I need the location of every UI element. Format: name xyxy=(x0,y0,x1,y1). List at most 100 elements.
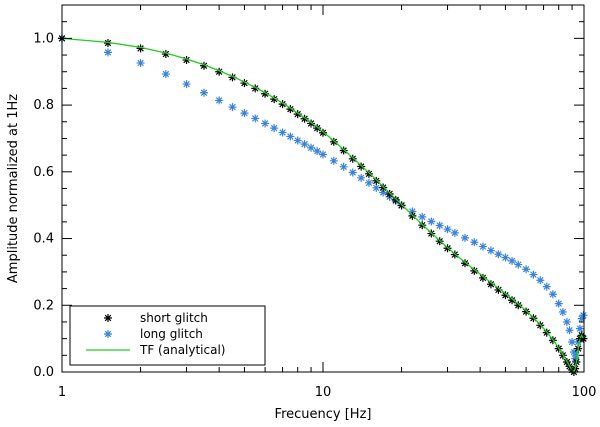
long-glitch-point xyxy=(435,221,444,230)
long-glitch-point xyxy=(300,140,309,149)
short-glitch-point xyxy=(486,280,495,289)
short-glitch-point xyxy=(470,266,479,275)
long-glitch-point xyxy=(379,188,388,197)
long-glitch-point xyxy=(270,124,279,133)
long-glitch-point xyxy=(554,299,563,308)
legend-box xyxy=(69,305,266,366)
long-glitch-point xyxy=(478,242,487,251)
y-tick-label: 0.2 xyxy=(33,298,54,313)
long-glitch-point xyxy=(427,217,436,226)
long-glitch-point xyxy=(215,96,224,105)
long-glitch-point xyxy=(136,59,145,68)
long-glitch-point xyxy=(418,212,427,221)
long-glitch-point xyxy=(251,114,260,123)
y-tick-label: 0.8 xyxy=(33,98,54,113)
y-tick-label: 1.0 xyxy=(33,31,54,46)
long-glitch-point xyxy=(240,109,249,118)
long-glitch-point xyxy=(575,324,584,333)
y-tick-label: 0.4 xyxy=(33,232,54,247)
long-glitch-point xyxy=(182,80,191,89)
long-glitch-point xyxy=(261,119,270,128)
long-glitch-point xyxy=(372,183,381,192)
long-glitch-point xyxy=(319,150,327,159)
short-glitch-point xyxy=(200,61,208,70)
long-glitch-point xyxy=(579,311,588,320)
short-glitch-point xyxy=(397,201,406,210)
short-glitch-point xyxy=(329,137,338,146)
short-glitch-point xyxy=(522,307,531,316)
tf-analytical-line xyxy=(61,37,585,374)
short-glitch-point xyxy=(372,176,381,185)
long-glitch-point xyxy=(339,162,348,171)
short-glitch-point xyxy=(103,39,112,48)
long-glitch-point xyxy=(514,260,523,269)
long-glitch-point xyxy=(542,282,551,291)
axis-ticks xyxy=(61,5,585,373)
x-tick-label: 10 xyxy=(315,385,332,400)
long-glitch-point xyxy=(293,136,302,145)
long-glitch-point xyxy=(558,307,567,316)
legend-short-glitch-label: short glitch xyxy=(140,311,208,325)
y-tick-label: 0.0 xyxy=(33,365,54,380)
long-glitch-point xyxy=(470,238,479,247)
short-glitch-point xyxy=(300,114,309,123)
short-glitch-point xyxy=(319,128,327,137)
long-glitch-point xyxy=(286,132,295,141)
legend: short glitch long glitch TF (analytical) xyxy=(69,305,266,366)
short-glitch-point xyxy=(182,56,191,65)
short-glitch-point xyxy=(228,73,237,82)
short-glitch-point xyxy=(391,195,400,204)
short-glitch-point xyxy=(251,84,260,93)
long-glitch-point xyxy=(450,228,459,237)
short-glitch-point xyxy=(478,273,487,282)
legend-long-glitch-marker xyxy=(104,330,112,338)
long-glitch-point xyxy=(329,156,338,165)
long-glitch-point xyxy=(574,337,583,346)
long-glitch-point xyxy=(307,143,316,152)
y-axis-title: Amplitude normalized at 1Hz xyxy=(6,94,21,283)
long-glitch-point xyxy=(572,351,581,360)
legend-long-glitch-star xyxy=(104,330,112,338)
short-glitch-point xyxy=(514,301,523,310)
long-glitch-point xyxy=(577,314,586,323)
short-glitch-point xyxy=(307,119,316,128)
long-glitch-point xyxy=(522,265,531,274)
x-axis-title: Frecuency [Hz] xyxy=(275,407,372,422)
short-glitch-point xyxy=(270,95,279,104)
short-glitch-point xyxy=(494,285,503,294)
legend-short-glitch-marker xyxy=(104,314,112,322)
long-glitch-point xyxy=(494,250,503,259)
long-glitch-point xyxy=(569,347,578,356)
short-glitch-point xyxy=(261,89,270,98)
long-glitch-point xyxy=(348,168,357,177)
short-glitch-point xyxy=(357,162,366,171)
axis-tick-labels: 1 10 100 0.0 0.2 0.4 0.6 0.8 1.0 xyxy=(33,31,596,400)
plot-series xyxy=(58,34,588,376)
short-glitch-point xyxy=(136,44,145,53)
short-glitch-point xyxy=(339,146,348,155)
long-glitch-point xyxy=(562,317,571,326)
long-glitch-point xyxy=(529,270,538,279)
short-glitch-point xyxy=(240,79,249,88)
y-tick-label: 0.6 xyxy=(33,165,54,180)
legend-long-glitch-label: long glitch xyxy=(140,327,203,341)
long-glitch-point xyxy=(103,48,112,57)
legend-short-glitch-star xyxy=(104,314,112,322)
short-glitch-point xyxy=(161,50,170,59)
short-glitch-point xyxy=(215,67,224,76)
long-glitch-point xyxy=(278,128,287,137)
long-glitch-point xyxy=(357,173,366,182)
long-glitch-point xyxy=(501,253,510,262)
long-glitch-point xyxy=(200,88,208,97)
long-glitch-point xyxy=(571,354,580,363)
long-glitch-point xyxy=(161,70,170,79)
short-glitch-point xyxy=(364,169,373,178)
short-glitch-point xyxy=(385,189,394,198)
short-glitch-point xyxy=(278,100,287,109)
short-glitch-point xyxy=(286,105,295,114)
long-glitch-point xyxy=(461,233,469,242)
long-glitch-point xyxy=(536,276,545,285)
long-glitch-point xyxy=(565,326,574,335)
long-glitch-point xyxy=(443,225,452,234)
